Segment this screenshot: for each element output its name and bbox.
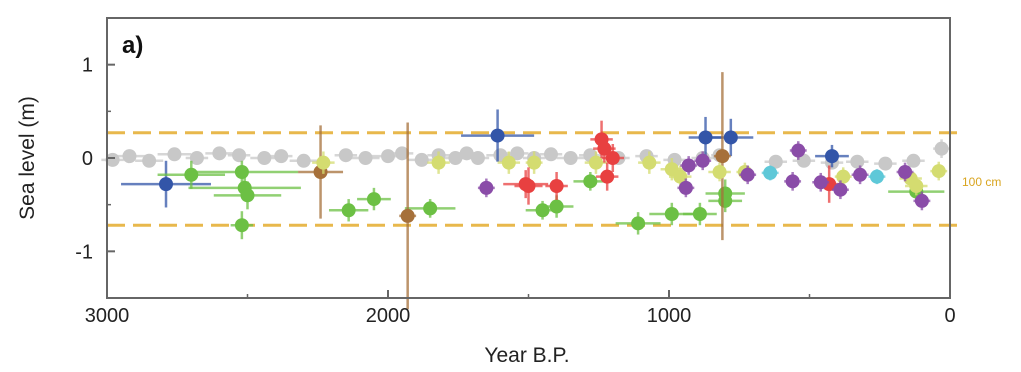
data-point [184, 167, 199, 182]
data-point [549, 199, 564, 214]
data-point [931, 164, 946, 179]
data-point [785, 174, 800, 189]
data-point [678, 180, 693, 195]
data-point [296, 153, 311, 168]
data-point [934, 141, 949, 156]
data-point [763, 165, 778, 180]
axis-ticks: 3000 2000 1000 0 1 0 -1 [75, 17, 956, 327]
data-point [257, 151, 272, 165]
series-5 [503, 120, 841, 205]
data-point [122, 149, 137, 164]
data-point [232, 148, 247, 163]
data-point [234, 165, 249, 179]
data-point [813, 175, 828, 190]
data-point [167, 147, 182, 162]
data-point [853, 167, 868, 182]
x-tick-label: 0 [944, 305, 955, 327]
data-point [681, 158, 696, 173]
data-point [692, 207, 707, 221]
x-tick-label: 3000 [85, 305, 130, 327]
data-point [869, 169, 884, 184]
data-point [240, 188, 255, 203]
panel-label: a) [122, 32, 143, 59]
data-point [501, 155, 516, 170]
data-point [698, 130, 713, 145]
data-point [791, 143, 806, 158]
x-axis-label: Year B.P. [484, 344, 569, 367]
data-point [338, 148, 353, 163]
data-point [358, 151, 373, 165]
data-point [423, 201, 438, 216]
data-point [510, 146, 525, 161]
data-point [549, 179, 564, 193]
series-7 [761, 165, 886, 185]
series-6 [477, 141, 931, 211]
data-point [142, 153, 157, 168]
data-point [563, 151, 578, 165]
x-tick-label: 1000 [647, 305, 692, 327]
data-point [381, 149, 395, 164]
data-point [234, 218, 249, 233]
data-point [600, 169, 615, 184]
data-point [631, 216, 646, 231]
data-point [597, 141, 612, 156]
plot-content [101, 72, 950, 310]
data-point [796, 153, 811, 168]
data-point [414, 152, 429, 167]
data-point [316, 155, 331, 170]
data-point [673, 169, 688, 184]
data-point [723, 130, 738, 145]
y-tick-label: 1 [82, 55, 93, 77]
data-point [470, 151, 485, 165]
data-point [366, 192, 381, 207]
data-point [664, 207, 679, 221]
data-point [588, 155, 603, 170]
data-point [212, 146, 227, 161]
data-point [521, 179, 536, 193]
data-point [490, 128, 505, 143]
data-point [400, 208, 415, 223]
data-point [898, 165, 913, 179]
data-point [718, 193, 733, 208]
data-point [159, 177, 174, 192]
data-point [914, 193, 929, 208]
reference-line-label: 100 cm [962, 175, 1001, 189]
data-point [740, 167, 755, 182]
data-point [824, 149, 839, 164]
data-point [836, 169, 851, 184]
data-point [479, 180, 494, 195]
data-point [878, 156, 893, 171]
series-2 [157, 160, 945, 240]
data-point [909, 179, 924, 193]
data-point [395, 146, 410, 161]
data-point [583, 174, 598, 189]
x-tick-label: 2000 [366, 305, 411, 327]
data-point [906, 153, 921, 168]
data-point [642, 155, 657, 170]
y-axis-label: Sea level (m) [16, 96, 39, 220]
data-point [431, 155, 446, 170]
series-1 [121, 109, 849, 208]
data-point [768, 154, 783, 169]
data-point [715, 149, 730, 164]
data-point [527, 155, 542, 170]
data-point [189, 151, 204, 165]
data-point [695, 153, 710, 168]
data-point [543, 147, 558, 162]
data-point [850, 154, 865, 169]
data-point [712, 165, 727, 179]
y-tick-label: -1 [75, 241, 93, 263]
data-point [605, 151, 620, 165]
series-3 [298, 72, 731, 310]
y-tick-label: 0 [82, 148, 93, 170]
data-point [833, 182, 848, 197]
data-point [274, 149, 289, 164]
data-point [341, 203, 356, 218]
